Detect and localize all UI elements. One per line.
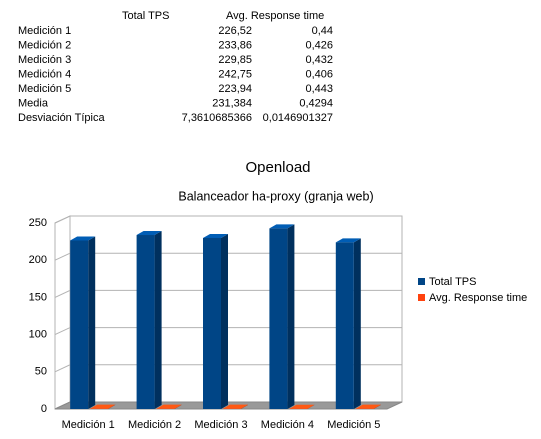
table-cell: 229,85 xyxy=(218,54,252,66)
chart-subtitle: Balanceador ha-proxy (granja web) xyxy=(178,189,373,203)
table-cell: 7,3610685366 xyxy=(182,112,252,124)
bar-side xyxy=(287,224,295,409)
bar-side xyxy=(154,231,162,409)
table-cell: 242,75 xyxy=(218,68,252,80)
chart-title: Openload xyxy=(245,159,310,176)
x-tick-label: Medición 3 xyxy=(194,419,247,431)
y-tick-label: 150 xyxy=(29,291,47,303)
grid-line xyxy=(54,215,402,224)
bar xyxy=(223,404,248,409)
bar-side xyxy=(88,236,96,409)
bar-top xyxy=(335,238,361,243)
table-cell: 0,432 xyxy=(305,54,333,66)
legend-swatch xyxy=(418,278,425,285)
y-tick-label: 50 xyxy=(35,366,47,378)
bar-front xyxy=(335,242,354,409)
table-cell: Media xyxy=(18,97,49,109)
bar xyxy=(136,231,162,409)
table-header: Total TPS xyxy=(122,10,170,22)
table-cell: Medición 4 xyxy=(18,68,71,80)
table-cell: Medición 1 xyxy=(18,25,71,37)
table-cell: 223,94 xyxy=(218,83,252,95)
bar-top xyxy=(90,404,116,409)
bar xyxy=(269,224,295,409)
bar-top xyxy=(289,404,315,409)
bar xyxy=(156,404,182,409)
bar-side xyxy=(174,404,182,409)
table-cell: Medición 2 xyxy=(18,39,71,51)
x-tick-label: Medición 5 xyxy=(327,419,380,431)
side-wall xyxy=(54,215,71,410)
table-cell: Medición 3 xyxy=(18,54,71,66)
bar-front xyxy=(269,228,288,409)
bar xyxy=(203,233,228,409)
table-cell: Desviación Típica xyxy=(18,112,105,124)
table-cell: 0,0146901327 xyxy=(263,112,333,124)
table-cell: 226,52 xyxy=(218,25,252,37)
bar-front xyxy=(70,240,89,409)
y-tick-label: 200 xyxy=(29,254,47,266)
x-tick-label: Medición 4 xyxy=(261,419,314,431)
bar-top xyxy=(156,404,182,409)
bar-top xyxy=(269,224,295,229)
bar xyxy=(355,404,381,409)
bar-top xyxy=(203,233,228,238)
table-cell: 0,4294 xyxy=(299,97,333,109)
bar-front xyxy=(203,237,221,409)
table-cell: 0,426 xyxy=(305,39,333,51)
table-cell: Medición 5 xyxy=(18,83,71,95)
table-cell: 233,86 xyxy=(218,39,252,51)
y-tick-label: 250 xyxy=(29,217,47,229)
bar xyxy=(335,238,361,409)
bar xyxy=(289,404,315,409)
bar-side xyxy=(353,238,361,409)
bar-side xyxy=(373,404,381,409)
bar-top xyxy=(223,404,248,409)
y-tick-label: 100 xyxy=(29,329,47,341)
table-cell: 0,44 xyxy=(312,25,333,37)
bar-top xyxy=(355,404,381,409)
x-tick-label: Medición 2 xyxy=(128,419,181,431)
bar-side xyxy=(241,404,248,409)
x-tick-label: Medición 1 xyxy=(62,419,115,431)
bar-side xyxy=(221,233,228,409)
legend-label: Avg. Response time xyxy=(429,292,527,304)
legend-label: Total TPS xyxy=(429,276,477,288)
table-cell: 0,406 xyxy=(305,68,333,80)
table-cell: 231,384 xyxy=(212,97,252,109)
bar xyxy=(70,236,96,409)
bar-top xyxy=(70,236,96,241)
bar-side xyxy=(108,404,116,409)
bar-front xyxy=(136,235,155,409)
bar-top xyxy=(136,231,162,236)
legend-swatch xyxy=(418,294,425,301)
table-header: Avg. Response time xyxy=(226,10,324,22)
bar-side xyxy=(307,404,315,409)
bar xyxy=(90,404,116,409)
table-cell: 0,443 xyxy=(305,83,333,95)
y-tick-label: 0 xyxy=(41,403,47,415)
